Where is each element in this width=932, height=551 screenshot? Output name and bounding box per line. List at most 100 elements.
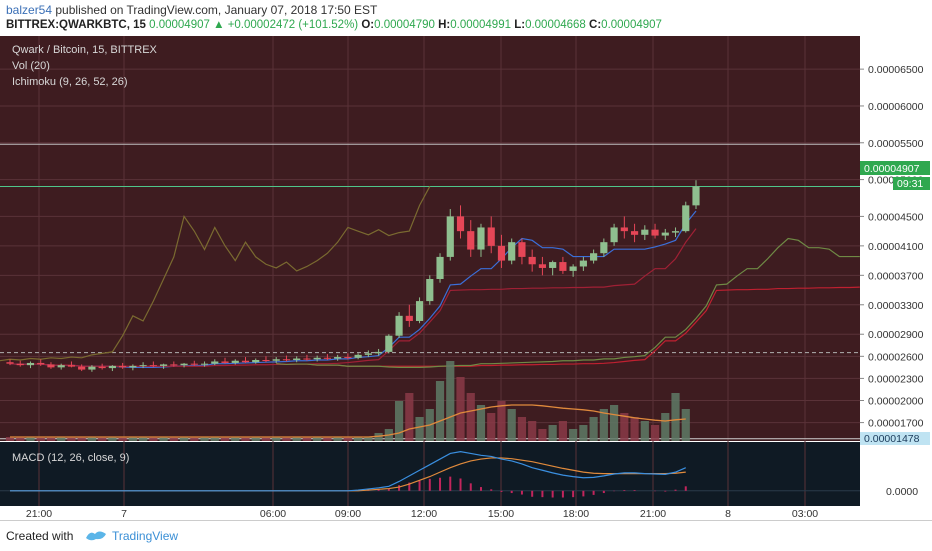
low-label: L: <box>514 19 525 31</box>
y-tick-label: 0.00002900 <box>868 329 924 341</box>
y-tick-label: 0.00001700 <box>868 418 924 430</box>
volume-bar <box>436 381 444 441</box>
volume-bar <box>682 409 690 441</box>
volume-bar <box>405 393 413 441</box>
candle-body <box>621 227 628 231</box>
candle-body <box>334 357 341 358</box>
volume-bar <box>528 421 536 441</box>
candle-body <box>242 361 249 362</box>
volume-bar <box>671 393 679 441</box>
volume-bar <box>487 413 495 441</box>
volume-bar <box>641 421 649 441</box>
publish-header: balzer54 published on TradingView.com, J… <box>0 0 932 36</box>
volume-bar <box>477 405 485 441</box>
candle-body <box>314 358 321 359</box>
macd-histogram-bar <box>541 491 543 497</box>
x-tick-label: 8 <box>725 508 731 520</box>
ohlc-line: BITTREX:QWARKBTC, 15 0.00004907 ▲ +0.000… <box>6 19 662 31</box>
macd-histogram-bar <box>603 491 605 493</box>
candle-body <box>160 364 167 365</box>
tradingview-brand[interactable]: TradingView <box>112 529 178 543</box>
publish-line: balzer54 published on TradingView.com, J… <box>6 3 377 17</box>
symbol-label: BITTREX:QWARKBTC, 15 <box>6 19 146 31</box>
candle-body <box>692 186 699 205</box>
candle-body <box>447 216 454 257</box>
low-marker-text: 0.00001478 <box>864 433 920 445</box>
ichimoku-legend: Ichimoku (9, 26, 52, 26) <box>12 76 128 88</box>
macd-histogram-bar <box>685 486 687 490</box>
candle-body <box>37 363 44 364</box>
candle-body <box>467 231 474 249</box>
candle-body <box>78 367 85 370</box>
candle-body <box>426 279 433 301</box>
x-tick-label: 7 <box>121 508 127 520</box>
candle-body <box>273 359 280 360</box>
candle-body <box>232 361 239 363</box>
x-tick-label: 21:00 <box>640 508 666 520</box>
candle-body <box>221 361 228 362</box>
close-value: 0.00004907 <box>601 19 662 31</box>
up-arrow-icon: ▲ <box>213 19 224 31</box>
candle-body <box>129 366 136 367</box>
candle-body <box>109 366 116 368</box>
volume-bar <box>467 393 475 441</box>
x-tick-label: 06:00 <box>260 508 286 520</box>
candle-body <box>150 365 157 366</box>
candle-body <box>529 257 536 264</box>
candle-body <box>580 261 587 267</box>
candle-body <box>631 231 638 235</box>
candle-body <box>47 364 54 367</box>
chart-title: Qwark / Bitcoin, 15, BITTREX <box>12 44 158 56</box>
candle-body <box>488 227 495 245</box>
macd-histogram-bar <box>664 491 666 492</box>
open-label: O: <box>361 19 374 31</box>
x-tick-label: 09:00 <box>335 508 361 520</box>
candle-body <box>385 336 392 352</box>
candle-body <box>641 230 648 235</box>
macd-histogram-bar <box>490 489 492 490</box>
macd-histogram-bar <box>500 491 502 492</box>
candle-body <box>477 227 484 249</box>
macd-histogram-bar <box>449 477 451 491</box>
price-badge-text: 0.00004907 <box>864 163 920 175</box>
x-tick-label: 21:00 <box>26 508 52 520</box>
macd-histogram-bar <box>439 478 441 491</box>
macd-histogram-bar <box>470 483 472 490</box>
macd-histogram-bar <box>531 491 533 497</box>
created-with-text: Created with <box>6 529 73 543</box>
published-text: published on TradingView.com, January 07… <box>55 3 377 17</box>
candle-body <box>662 233 669 236</box>
countdown-text: 09:31 <box>897 178 923 190</box>
candle-body <box>416 301 423 321</box>
y-tick-label: 0.00003700 <box>868 270 924 282</box>
macd-histogram-bar <box>675 490 677 491</box>
candle-body <box>88 367 95 370</box>
macd-histogram-bar <box>398 485 400 491</box>
macd-histogram-bar <box>634 490 636 491</box>
candle-body <box>211 361 218 363</box>
y-tick-label: 0.00002000 <box>868 396 924 408</box>
volume-bar <box>569 429 577 441</box>
x-tick-label: 12:00 <box>411 508 437 520</box>
candle-body <box>406 316 413 321</box>
y-tick-label: 0.00004500 <box>868 211 924 223</box>
footer: Created with TradingView <box>0 520 932 551</box>
x-tick-label: 18:00 <box>563 508 589 520</box>
candle-body <box>58 365 65 367</box>
macd-histogram-bar <box>572 491 574 497</box>
candle-body <box>17 364 24 365</box>
macd-tick-label: 0.0000 <box>886 486 918 498</box>
tradingview-logo-icon[interactable] <box>84 527 108 543</box>
candle-body <box>119 366 126 367</box>
candle-body <box>508 242 515 260</box>
chart-svg[interactable]: 0.0000 0.000065000.000060000.000055000.0… <box>0 36 932 520</box>
candle-body <box>436 257 443 279</box>
candle-body <box>283 359 290 360</box>
candle-body <box>365 353 372 354</box>
close-label: C: <box>589 19 601 31</box>
author-link[interactable]: balzer54 <box>6 3 52 17</box>
volume-bar <box>415 417 423 441</box>
y-tick-label: 0.00006500 <box>868 64 924 76</box>
high-label: H: <box>438 19 450 31</box>
